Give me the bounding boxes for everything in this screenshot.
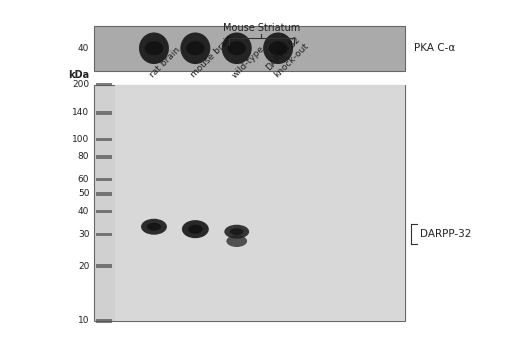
Ellipse shape (147, 223, 161, 231)
Text: 10: 10 (78, 316, 89, 326)
Text: 140: 140 (72, 108, 89, 117)
Ellipse shape (186, 41, 205, 55)
Ellipse shape (269, 41, 288, 55)
Text: mouse brain: mouse brain (189, 33, 235, 79)
Ellipse shape (226, 235, 247, 247)
Text: 60: 60 (78, 175, 89, 184)
Ellipse shape (188, 225, 203, 234)
Ellipse shape (145, 41, 163, 55)
Ellipse shape (222, 33, 252, 64)
Text: 40: 40 (78, 44, 89, 53)
Bar (96, 178, 112, 181)
Ellipse shape (224, 225, 249, 239)
Text: wild-type: wild-type (230, 43, 266, 79)
Bar (96, 319, 112, 323)
Text: DARPP-32: DARPP-32 (420, 229, 472, 239)
Text: DARPP-32
knock-out: DARPP-32 knock-out (264, 34, 310, 79)
Bar (96, 155, 112, 159)
Ellipse shape (139, 33, 169, 64)
Bar (96, 83, 112, 86)
Bar (96, 265, 112, 268)
Text: 200: 200 (72, 80, 89, 89)
Bar (96, 232, 112, 236)
Ellipse shape (263, 33, 293, 64)
Text: PKA C-α: PKA C-α (414, 43, 456, 53)
Bar (96, 138, 112, 141)
Text: 50: 50 (78, 189, 89, 198)
Text: rat brain: rat brain (148, 46, 181, 79)
Text: 80: 80 (78, 153, 89, 161)
Text: kDa: kDa (68, 70, 89, 79)
Bar (115, 85, 405, 321)
Bar (95, 26, 405, 71)
Text: 20: 20 (78, 262, 89, 271)
Ellipse shape (141, 219, 167, 235)
Bar (96, 111, 112, 114)
Ellipse shape (180, 33, 211, 64)
Bar (96, 210, 112, 213)
Ellipse shape (230, 228, 243, 235)
Bar (95, 85, 405, 321)
Ellipse shape (182, 220, 209, 238)
Text: Mouse Striatum: Mouse Striatum (223, 23, 300, 33)
Ellipse shape (227, 41, 246, 55)
Text: 100: 100 (72, 135, 89, 144)
Bar (96, 192, 112, 196)
Text: 30: 30 (78, 230, 89, 239)
Text: 40: 40 (78, 207, 89, 216)
